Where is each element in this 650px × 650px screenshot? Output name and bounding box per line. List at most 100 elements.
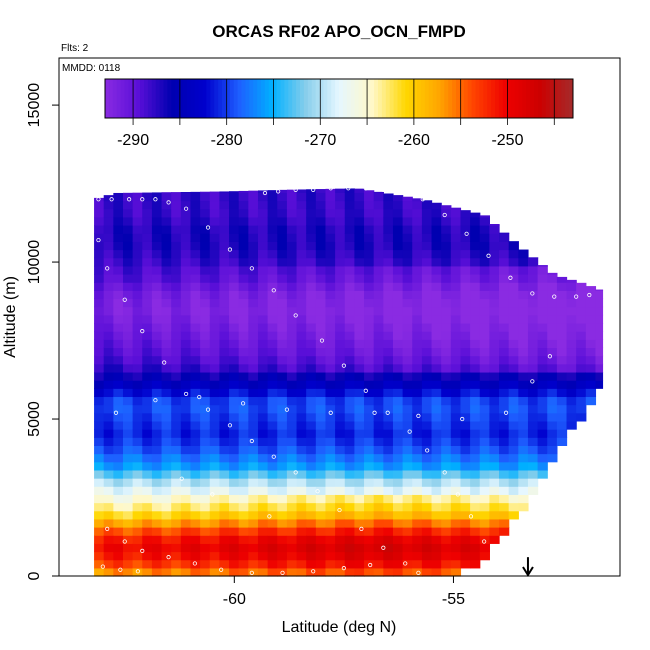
heatmap-cell — [94, 461, 105, 471]
heatmap-cell — [527, 404, 539, 414]
heatmap-cell — [489, 347, 500, 357]
heatmap-cell — [296, 502, 307, 512]
heatmap-cell — [335, 192, 346, 202]
heatmap-cell — [122, 437, 134, 446]
heatmap-cell — [142, 494, 153, 504]
heatmap-cell — [267, 429, 278, 438]
heatmap-cell — [325, 233, 336, 242]
heatmap-cell — [566, 396, 577, 406]
heatmap-cell — [373, 486, 384, 495]
heatmap-cell — [306, 527, 317, 536]
heatmap-cell — [248, 265, 259, 275]
heatmap-cell — [585, 355, 597, 365]
heatmap-cell — [277, 518, 288, 528]
heatmap-cell — [335, 396, 346, 406]
heatmap-cell — [113, 388, 124, 398]
heatmap-cell — [460, 388, 471, 398]
heatmap-cell — [460, 404, 471, 414]
heatmap-cell — [132, 527, 143, 536]
heatmap-cell — [556, 282, 568, 291]
heatmap-cell — [229, 306, 240, 316]
heatmap-cell — [547, 404, 558, 414]
heatmap-cell — [354, 518, 365, 528]
x-tick-label: -60 — [223, 591, 246, 608]
heatmap-cell — [238, 380, 249, 389]
heatmap-cell — [200, 225, 211, 234]
heatmap-cell — [103, 453, 114, 463]
heatmap-cell — [132, 265, 143, 275]
heatmap-cell — [248, 388, 259, 398]
heatmap-cell — [412, 265, 423, 275]
heatmap-cell — [180, 494, 192, 504]
heatmap-cell — [286, 233, 298, 242]
heatmap-cell — [267, 190, 278, 193]
heatmap-cell — [209, 486, 221, 495]
heatmap-cell — [171, 551, 182, 561]
track-point — [460, 416, 465, 422]
heatmap-cell — [306, 437, 317, 446]
heatmap-cell — [392, 420, 404, 430]
heatmap-cell — [219, 306, 230, 316]
colorbar-segment — [151, 79, 157, 118]
heatmap-cell — [585, 314, 597, 324]
heatmap-cell — [229, 290, 240, 300]
heatmap-cell — [421, 478, 433, 487]
heatmap-cell — [508, 388, 519, 398]
heatmap-cell — [238, 265, 249, 275]
heatmap-cell — [412, 527, 423, 536]
colorbar-segment — [331, 79, 336, 118]
heatmap-cell — [373, 559, 384, 569]
heatmap-cell — [450, 429, 462, 438]
heatmap-cell — [354, 543, 365, 553]
heatmap-cell — [576, 396, 587, 406]
heatmap-cell — [450, 207, 462, 210]
heatmap-cell — [499, 232, 510, 234]
heatmap-cell — [286, 420, 298, 430]
heatmap-cell — [364, 510, 375, 520]
heatmap-cell — [132, 535, 143, 544]
heatmap-cell — [412, 241, 423, 251]
heatmap-cell — [229, 200, 240, 210]
heatmap-cell — [209, 363, 221, 373]
heatmap-cell — [479, 551, 490, 561]
heatmap-cell — [373, 404, 384, 414]
heatmap-cell — [286, 494, 298, 504]
heatmap-cell — [412, 437, 423, 446]
heatmap-cell — [441, 241, 452, 251]
heatmap-cell — [402, 478, 413, 487]
heatmap-cell — [306, 339, 317, 349]
heatmap-cell — [257, 225, 269, 234]
heatmap-cell — [470, 282, 481, 291]
heatmap-cell — [566, 388, 577, 398]
heatmap-cell — [94, 306, 105, 316]
heatmap-cell — [229, 469, 240, 479]
heatmap-cell — [527, 486, 539, 495]
heatmap-cell — [200, 273, 211, 283]
heatmap-cell — [209, 518, 221, 528]
heatmap-cell — [499, 282, 510, 291]
heatmap-cell — [171, 535, 182, 544]
track-point — [495, 558, 500, 563]
heatmap-cell — [171, 429, 182, 438]
heatmap-cell — [190, 225, 201, 234]
heatmap-cell — [537, 282, 548, 291]
heatmap-cell — [132, 412, 143, 422]
heatmap-cell — [508, 347, 519, 357]
heatmap-cell — [306, 494, 317, 504]
heatmap-cell — [431, 388, 442, 398]
heatmap-cell — [122, 233, 134, 242]
heatmap-cell — [180, 527, 192, 536]
heatmap-cell — [171, 543, 182, 553]
heatmap-cell — [257, 518, 269, 528]
colorbar-segment — [167, 79, 172, 118]
heatmap-cell — [277, 363, 288, 373]
heatmap-cell — [460, 314, 471, 324]
heatmap-cell — [277, 527, 288, 536]
heatmap-cell — [94, 347, 105, 357]
heatmap-cell — [296, 241, 307, 251]
heatmap-cell — [103, 527, 114, 536]
heatmap-cell — [421, 314, 433, 324]
heatmap-cell — [450, 257, 462, 267]
heatmap-cell — [499, 380, 510, 389]
heatmap-cell — [306, 233, 317, 242]
